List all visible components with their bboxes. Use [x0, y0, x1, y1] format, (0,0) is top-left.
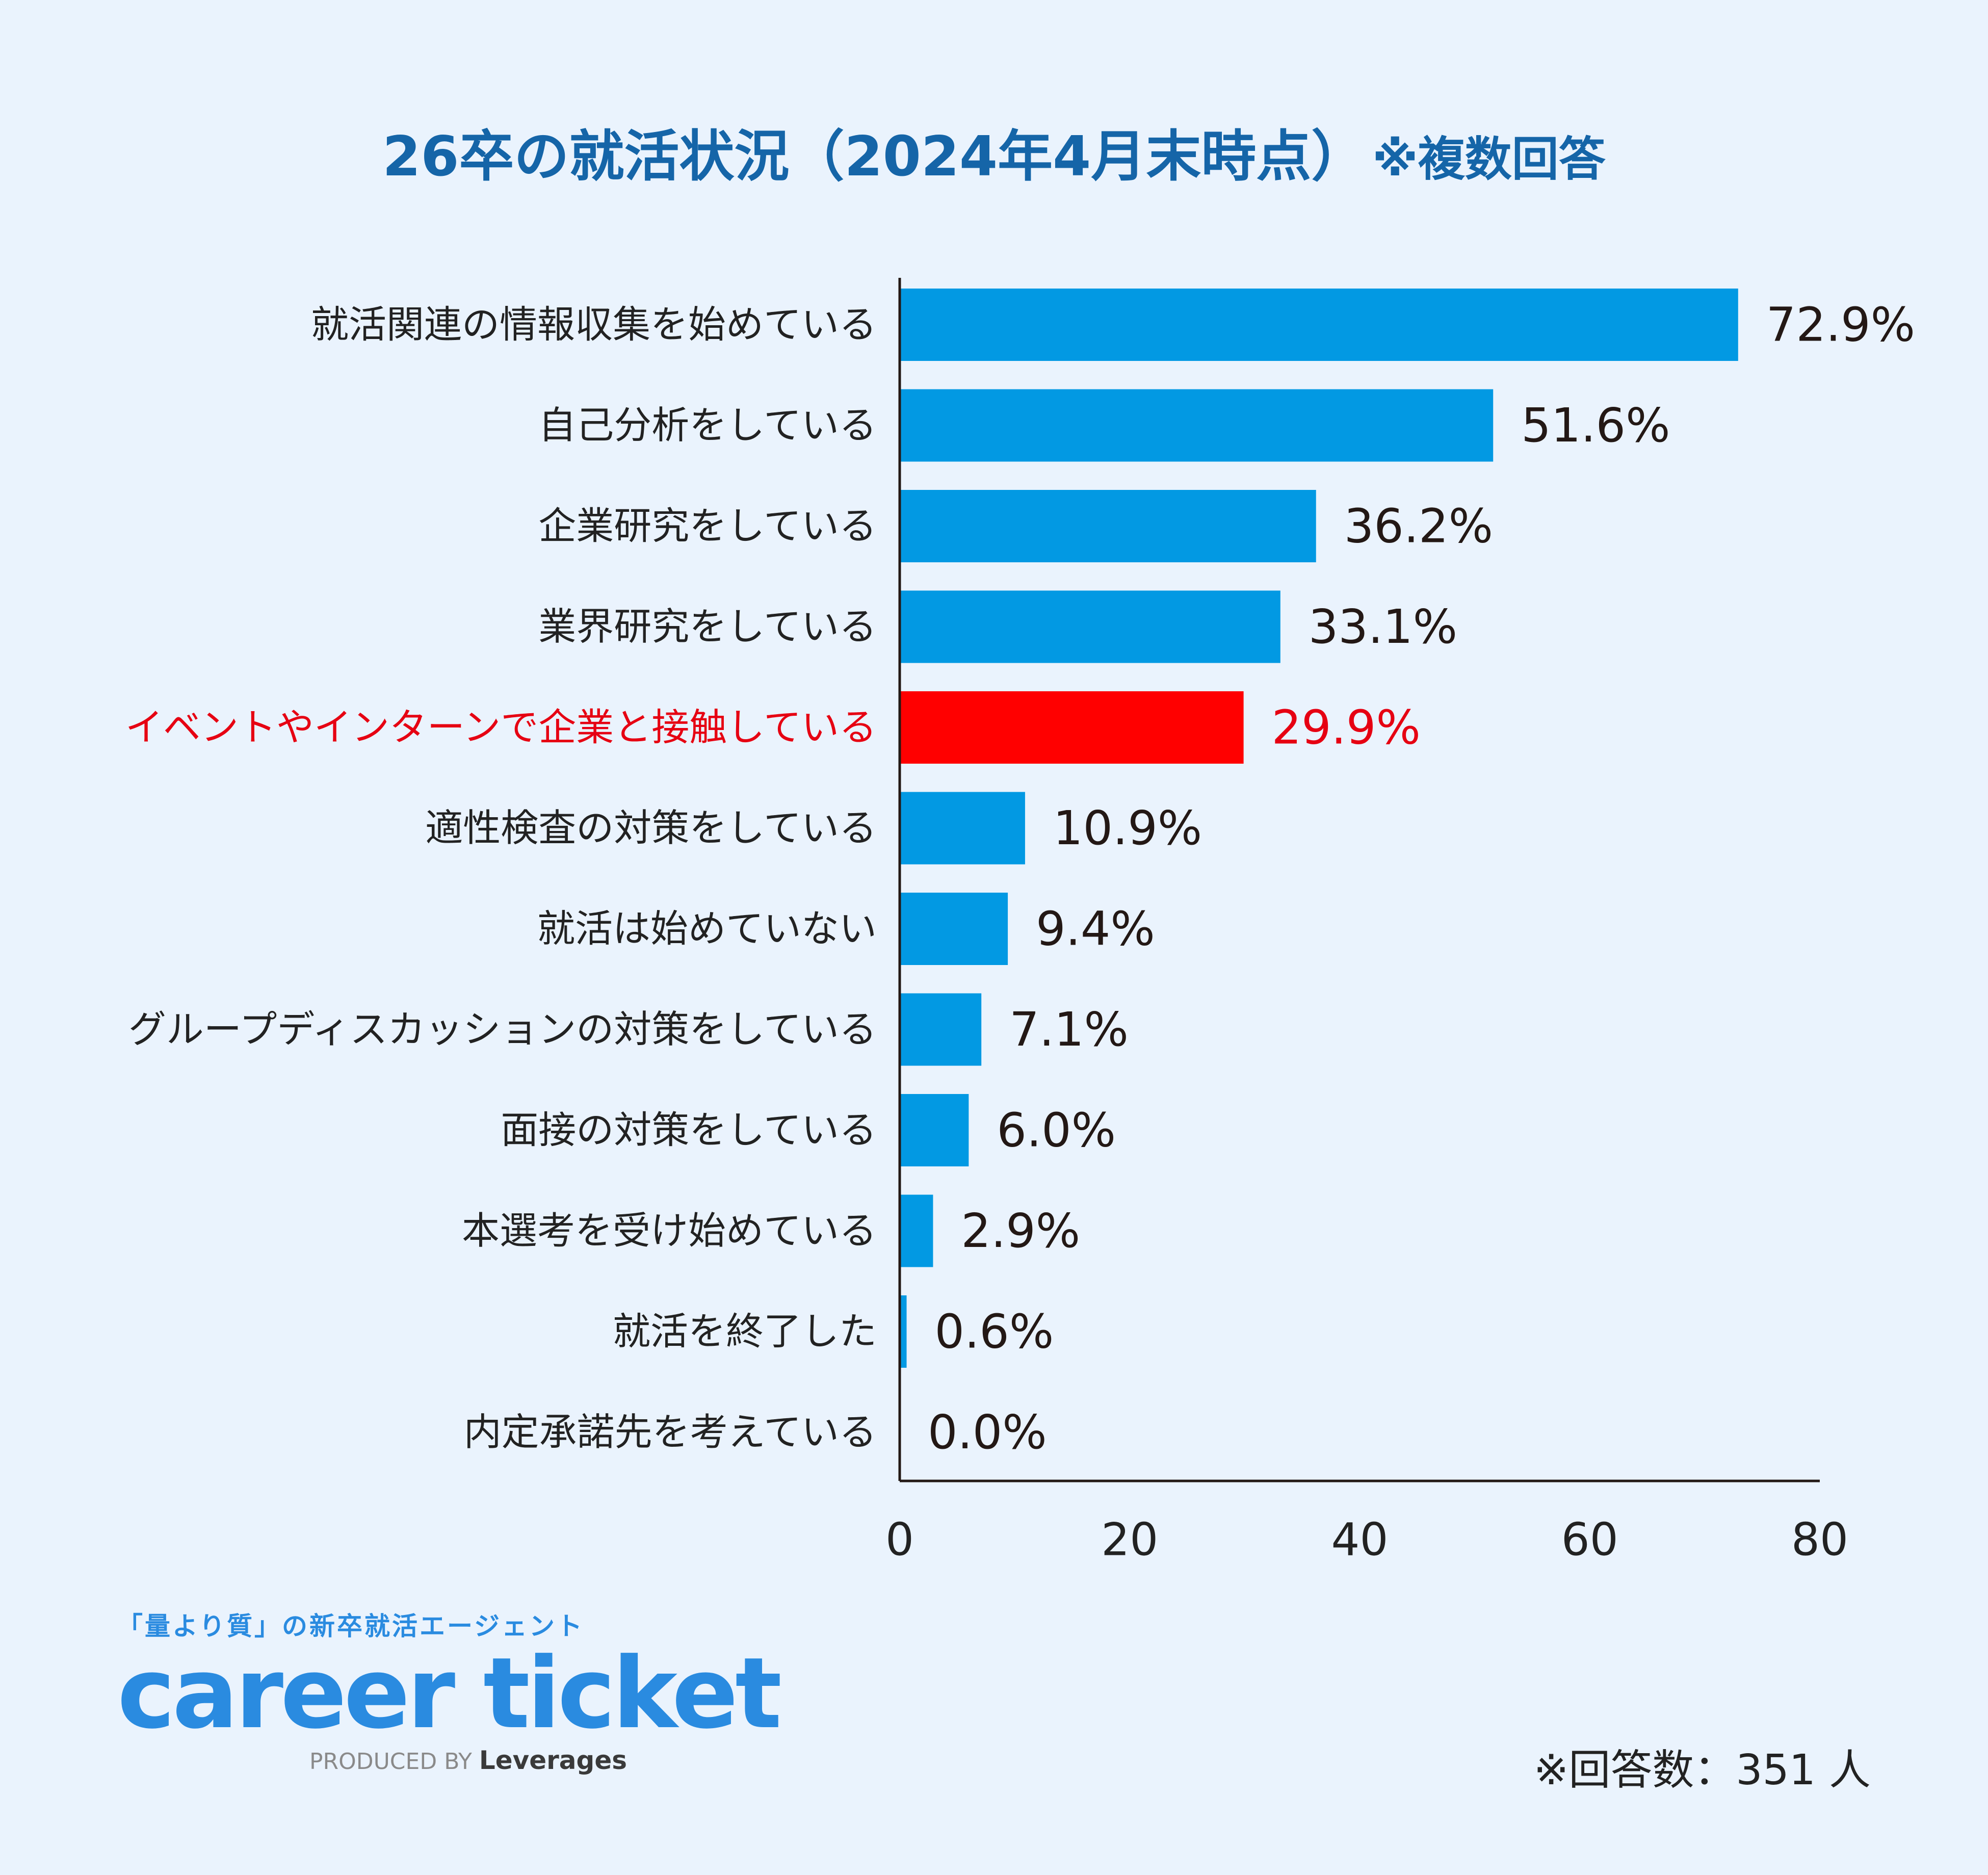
category-label: 就活を終了した — [613, 1310, 877, 1353]
bar — [900, 590, 1280, 663]
value-label: 10.9% — [1053, 801, 1202, 855]
bar — [900, 1295, 907, 1368]
value-label: 33.1% — [1309, 600, 1457, 654]
category-label: 本選考を受け始めている — [462, 1209, 877, 1253]
value-label: 72.9% — [1766, 298, 1915, 352]
category-label: 就活関連の情報収集を始めている — [311, 303, 877, 347]
logo-name: career ticket — [117, 1637, 782, 1751]
logo-tagline: 「量より質」の新卒就活エージェント — [117, 1611, 584, 1641]
response-count-note: ※回答数：351 人 — [1533, 1746, 1871, 1794]
logo-produced-by: PRODUCED BY Leverages — [117, 1746, 627, 1775]
x-tick-label: 80 — [1791, 1514, 1848, 1566]
value-label: 7.1% — [1009, 1002, 1129, 1057]
value-label: 29.9% — [1272, 700, 1421, 755]
value-label: 2.9% — [961, 1204, 1080, 1258]
bar — [900, 1094, 969, 1166]
bar — [900, 792, 1025, 865]
bar — [900, 893, 1008, 965]
category-label: 適性検査の対策をしている — [425, 806, 877, 850]
bar — [900, 490, 1316, 562]
bar — [900, 691, 1244, 764]
bar — [900, 1194, 933, 1267]
x-tick-label: 0 — [885, 1514, 914, 1566]
category-label: 面接の対策をしている — [501, 1108, 877, 1152]
category-label: 自己分析をしている — [538, 404, 877, 448]
x-tick-label: 20 — [1101, 1514, 1158, 1566]
bar — [900, 389, 1494, 462]
category-label: 内定承諾先を考えている — [464, 1411, 877, 1454]
category-label: 企業研究をしている — [538, 504, 877, 548]
chart-title-main: 26卒の就活状況（2024年4月末時点） — [382, 125, 1367, 189]
bar-chart: 就活関連の情報収集を始めている 72.9% 自己分析をしている 51.6% 企業研究をし… — [125, 278, 1915, 1566]
category-label: イベントやインターンで企業と接触している — [125, 706, 877, 749]
x-tick-label: 60 — [1561, 1514, 1618, 1566]
company-name: Leverages — [479, 1745, 627, 1775]
chart-title: 26卒の就活状況（2024年4月末時点） ※複数回答 — [0, 112, 1988, 192]
category-label: グループディスカッションの対策をしている — [128, 1008, 877, 1052]
value-label: 0.0% — [928, 1405, 1047, 1460]
brand-logo: 「量より質」の新卒就活エージェント career ticket PRODUCED… — [117, 1606, 782, 1775]
value-label: 9.4% — [1036, 902, 1155, 956]
category-label: 業界研究をしている — [538, 605, 877, 649]
bar — [900, 993, 982, 1066]
value-label: 0.6% — [935, 1305, 1054, 1359]
value-label: 6.0% — [997, 1103, 1116, 1158]
value-label: 36.2% — [1344, 499, 1493, 554]
category-label: 就活は始めていない — [537, 907, 877, 951]
value-label: 51.6% — [1521, 398, 1670, 453]
x-tick-label: 40 — [1331, 1514, 1389, 1566]
produced-by-text: PRODUCED BY — [309, 1748, 472, 1775]
bar — [900, 289, 1738, 361]
chart-title-note: ※複数回答 — [1372, 132, 1606, 187]
